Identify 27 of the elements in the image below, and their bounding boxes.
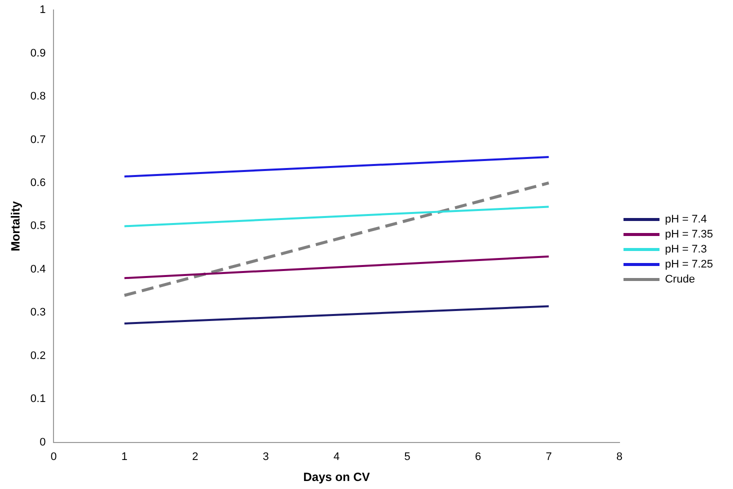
y-tick-label: 1 [40, 4, 46, 16]
y-tick-label: 0.2 [30, 350, 46, 362]
x-axis-title: Days on CV [303, 470, 370, 484]
x-tick-label: 3 [262, 451, 269, 464]
y-tick-label: 0.4 [30, 263, 46, 276]
x-tick-label: 8 [616, 451, 623, 464]
x-tick-label: 1 [121, 451, 128, 464]
x-tick-label: 5 [404, 451, 410, 464]
y-axis-title: Mortality [8, 200, 23, 252]
x-tick-label: 2 [192, 451, 198, 464]
legend-label: pH = 7.3 [664, 244, 707, 256]
y-tick-label: 0.3 [30, 306, 46, 319]
legend-label: pH = 7.25 [664, 258, 714, 271]
legend-label: pH = 7.35 [664, 228, 714, 241]
y-tick-label: 0.5 [30, 220, 46, 232]
x-tick-label: 6 [474, 451, 482, 464]
y-tick-label: 0.7 [30, 134, 46, 146]
x-tick-label: 7 [546, 451, 552, 464]
y-tick-label: 0.6 [30, 176, 46, 189]
y-tick-label: 0.9 [30, 47, 46, 60]
legend-label: Crude [664, 274, 695, 286]
y-tick-label: 0 [40, 436, 46, 448]
legend-label: pH = 7.4 [664, 214, 707, 226]
x-tick-label: 0 [50, 451, 57, 464]
x-tick-label: 4 [334, 451, 340, 464]
y-tick-label: 0.1 [30, 393, 46, 406]
y-tick-label: 0.8 [30, 90, 46, 103]
